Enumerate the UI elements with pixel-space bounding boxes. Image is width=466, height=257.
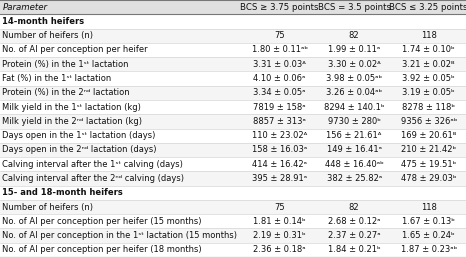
Bar [0,143,466,157]
Text: Parameter: Parameter [2,3,48,12]
Text: 9356 ± 326ᵃᵇ: 9356 ± 326ᵃᵇ [401,117,457,126]
Text: 8294 ± 140.1ᵇ: 8294 ± 140.1ᵇ [324,103,384,112]
Text: Milk yield in the 1ˢᵗ lactation (kg): Milk yield in the 1ˢᵗ lactation (kg) [2,103,141,112]
Text: 2.37 ± 0.27ᵃ: 2.37 ± 0.27ᵃ [328,231,380,240]
Text: 3.21 ± 0.02ᴮ: 3.21 ± 0.02ᴮ [403,60,455,69]
Text: Number of heifers (n): Number of heifers (n) [2,203,93,212]
Text: 3.98 ± 0.05ᵃᵇ: 3.98 ± 0.05ᵃᵇ [326,74,382,83]
Text: No. of AI per conception per heifer: No. of AI per conception per heifer [2,45,148,54]
Text: 14-month heifers: 14-month heifers [2,17,84,26]
Text: 1.74 ± 0.10ᵇ: 1.74 ± 0.10ᵇ [403,45,455,54]
Text: 8278 ± 118ᵇ: 8278 ± 118ᵇ [402,103,455,112]
Text: 118: 118 [421,203,437,212]
Bar [0,186,466,200]
Text: Days open in the 2ⁿᵈ lactation (days): Days open in the 2ⁿᵈ lactation (days) [2,145,157,154]
Text: 9730 ± 280ᵇ: 9730 ± 280ᵇ [328,117,381,126]
Bar [0,228,466,243]
Text: 414 ± 16.42ᵃ: 414 ± 16.42ᵃ [252,160,307,169]
Text: 8857 ± 313ᵃ: 8857 ± 313ᵃ [253,117,306,126]
Text: 2.19 ± 0.31ᵇ: 2.19 ± 0.31ᵇ [254,231,306,240]
Bar [0,114,466,128]
Text: BCS = 3.5 points: BCS = 3.5 points [318,3,391,12]
Text: 169 ± 20.61ᴮ: 169 ± 20.61ᴮ [401,131,456,140]
Text: 382 ± 25.82ᵃ: 382 ± 25.82ᵃ [327,174,382,183]
Text: Number of heifers (n): Number of heifers (n) [2,31,93,40]
Text: 149 ± 16.41ᵃ: 149 ± 16.41ᵃ [327,145,382,154]
Text: 75: 75 [274,203,285,212]
Text: 210 ± 21.42ᵇ: 210 ± 21.42ᵇ [401,145,456,154]
Text: 1.67 ± 0.13ᵇ: 1.67 ± 0.13ᵇ [402,217,455,226]
Text: 2.68 ± 0.12ᵃ: 2.68 ± 0.12ᵃ [328,217,380,226]
Text: 15- and 18-month heifers: 15- and 18-month heifers [2,188,123,197]
Text: No. of AI per conception in the 1ˢᵗ lactation (15 months): No. of AI per conception in the 1ˢᵗ lact… [2,231,237,240]
Text: Protein (%) in the 1ˢᵗ lactation: Protein (%) in the 1ˢᵗ lactation [2,60,129,69]
Text: 1.99 ± 0.11ᵃ: 1.99 ± 0.11ᵃ [328,45,380,54]
Bar [0,29,466,43]
Text: 475 ± 19.51ᵇ: 475 ± 19.51ᵇ [401,160,456,169]
Text: 1.84 ± 0.21ᵇ: 1.84 ± 0.21ᵇ [328,245,380,254]
Text: Days open in the 1ˢᵗ lactation (days): Days open in the 1ˢᵗ lactation (days) [2,131,156,140]
Text: 110 ± 23.02ᴬ: 110 ± 23.02ᴬ [252,131,307,140]
Text: 82: 82 [349,31,359,40]
Text: Milk yield in the 2ⁿᵈ lactation (kg): Milk yield in the 2ⁿᵈ lactation (kg) [2,117,142,126]
Text: 158 ± 16.03ᵃ: 158 ± 16.03ᵃ [252,145,307,154]
Text: Protein (%) in the 2ⁿᵈ lactation: Protein (%) in the 2ⁿᵈ lactation [2,88,130,97]
Text: 1.65 ± 0.24ᵇ: 1.65 ± 0.24ᵇ [403,231,455,240]
Text: 395 ± 28.91ᵃ: 395 ± 28.91ᵃ [252,174,307,183]
Text: 3.19 ± 0.05ᵇ: 3.19 ± 0.05ᵇ [403,88,455,97]
Bar [0,71,466,86]
Text: Fat (%) in the 1ˢᵗ lactation: Fat (%) in the 1ˢᵗ lactation [2,74,111,83]
Bar [0,14,466,29]
Bar [0,100,466,114]
Bar [0,0,466,14]
Bar [0,200,466,214]
Bar [0,214,466,228]
Bar [0,57,466,71]
Text: 3.30 ± 0.02ᴬ: 3.30 ± 0.02ᴬ [328,60,381,69]
Text: No. of AI per conception per heifer (18 months): No. of AI per conception per heifer (18 … [2,245,202,254]
Bar [0,243,466,257]
Text: 118: 118 [421,31,437,40]
Bar [0,43,466,57]
Text: 3.34 ± 0.05ᵃ: 3.34 ± 0.05ᵃ [254,88,306,97]
Text: Calving interval after the 1ˢᵗ calving (days): Calving interval after the 1ˢᵗ calving (… [2,160,183,169]
Bar [0,86,466,100]
Text: Calving interval after the 2ⁿᵈ calving (days): Calving interval after the 2ⁿᵈ calving (… [2,174,185,183]
Text: 7819 ± 158ᵃ: 7819 ± 158ᵃ [254,103,306,112]
Text: 2.36 ± 0.18ᵃ: 2.36 ± 0.18ᵃ [254,245,306,254]
Text: 3.31 ± 0.03ᴬ: 3.31 ± 0.03ᴬ [253,60,306,69]
Text: No. of AI per conception per heifer (15 months): No. of AI per conception per heifer (15 … [2,217,202,226]
Text: 1.81 ± 0.14ᵇ: 1.81 ± 0.14ᵇ [254,217,306,226]
Bar [0,171,466,186]
Text: BCS ≥ 3.75 points: BCS ≥ 3.75 points [240,3,319,12]
Text: 1.87 ± 0.23ᵃᵇ: 1.87 ± 0.23ᵃᵇ [401,245,457,254]
Text: 448 ± 16.40ᵃᵇ: 448 ± 16.40ᵃᵇ [325,160,384,169]
Bar [0,157,466,171]
Text: 156 ± 21.61ᴬ: 156 ± 21.61ᴬ [327,131,382,140]
Bar [0,128,466,143]
Text: 3.26 ± 0.04ᵃᵇ: 3.26 ± 0.04ᵃᵇ [326,88,382,97]
Text: 1.80 ± 0.11ᵃᵇ: 1.80 ± 0.11ᵃᵇ [252,45,308,54]
Text: 75: 75 [274,31,285,40]
Text: 82: 82 [349,203,359,212]
Text: 4.10 ± 0.06ᵃ: 4.10 ± 0.06ᵃ [254,74,306,83]
Text: BCS ≤ 3.25 points: BCS ≤ 3.25 points [390,3,466,12]
Text: 478 ± 29.03ᵇ: 478 ± 29.03ᵇ [401,174,457,183]
Text: 3.92 ± 0.05ᵇ: 3.92 ± 0.05ᵇ [403,74,455,83]
